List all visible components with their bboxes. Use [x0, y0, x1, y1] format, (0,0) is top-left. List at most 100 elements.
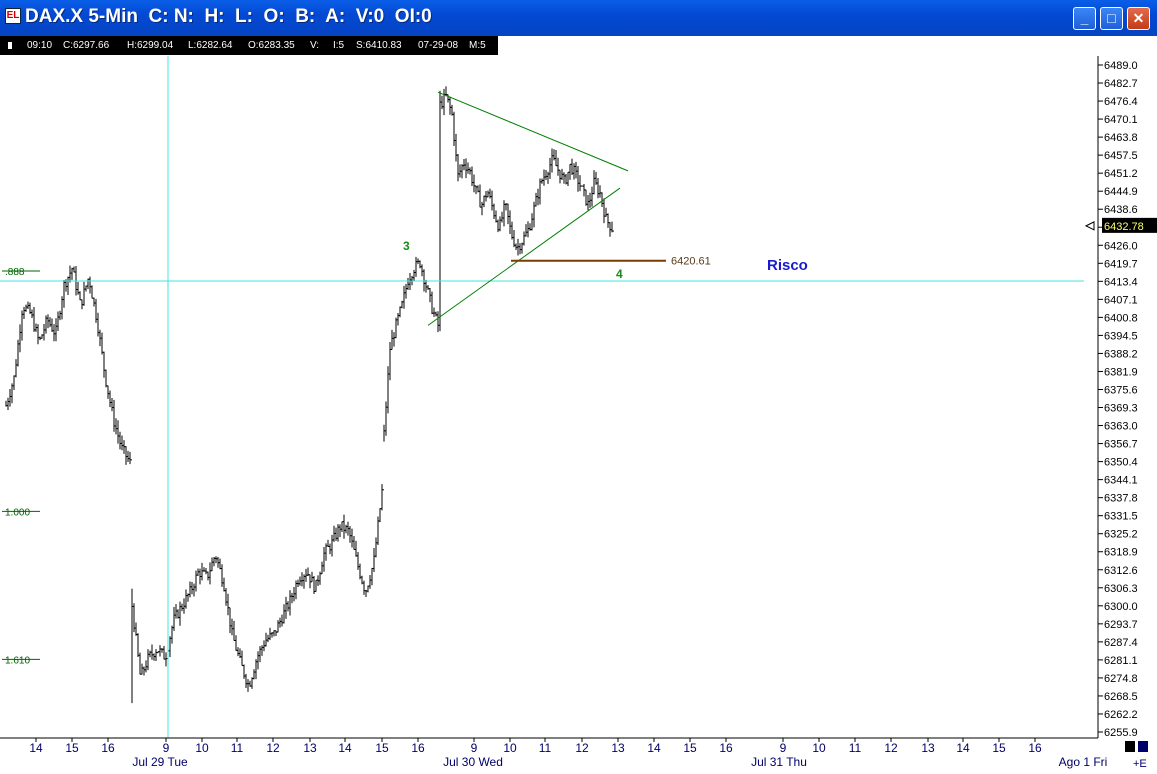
price-tick-label: 6413.4	[1104, 276, 1138, 288]
price-tick-label: 6274.8	[1104, 673, 1138, 685]
time-tick-label: 11	[849, 741, 862, 755]
time-tick-label: 9	[780, 741, 787, 755]
price-tick-label: 6312.6	[1104, 565, 1138, 577]
price-tick-label: 6325.2	[1104, 529, 1138, 541]
time-axis-edge-label: +E	[1133, 758, 1147, 770]
price-tick-label: 6394.5	[1104, 330, 1138, 342]
price-tick-label: 6350.4	[1104, 457, 1138, 469]
price-tick-label: 6268.5	[1104, 691, 1138, 703]
price-tick-label: 6400.8	[1104, 312, 1138, 324]
price-axis: 6489.0 6482.7 6476.4 6470.1 6463.8 6457.5 6451…	[1084, 56, 1157, 739]
price-tick-label: 6306.3	[1104, 583, 1138, 595]
time-tick-label: 10	[812, 741, 826, 755]
bar-marker-icon	[8, 42, 12, 49]
price-tick-label: 6419.7	[1104, 258, 1138, 270]
day-label: Jul 31 Thu	[751, 755, 807, 769]
risk-level-label: 6420.61	[671, 256, 711, 268]
time-tick-label: 15	[375, 741, 389, 755]
price-tick-label: 6293.7	[1104, 619, 1138, 631]
price-tick-label: 6337.8	[1104, 493, 1138, 505]
price-tick-label: 6438.6	[1104, 204, 1138, 216]
time-tick-label: 14	[29, 741, 43, 755]
day-label: Ago 1 Fri	[1059, 755, 1108, 769]
time-tick-label: 10	[195, 741, 209, 755]
triangle-lower-line	[427, 187, 621, 326]
fib-level-label: 1.610	[5, 655, 30, 666]
time-tick-label: 15	[65, 741, 79, 755]
time-tick-label: 16	[1028, 741, 1042, 755]
price-tick-label: 6457.5	[1104, 150, 1138, 162]
time-tick-label: 14	[338, 741, 352, 755]
time-tick-label: 9	[471, 741, 478, 755]
data-close: C:6297.66	[63, 40, 110, 51]
data-window-bar: 09:10 C:6297.66 H:6299.04 L:6282.64 O:62…	[0, 36, 498, 55]
time-tick-label: 14	[956, 741, 970, 755]
price-tick-label: 6463.8	[1104, 132, 1138, 144]
time-tick-label: 10	[503, 741, 517, 755]
time-tick-label: 14	[647, 741, 661, 755]
price-tick-label: 6407.1	[1104, 294, 1138, 306]
time-tick-label: 15	[683, 741, 697, 755]
data-low: L:6282.64	[188, 40, 233, 51]
day-label: Jul 30 Wed	[443, 755, 503, 769]
chart-overlays: 6420.61 3 4 Risco .888 1.000 1.610	[0, 56, 1084, 738]
time-tick-label: 12	[575, 741, 589, 755]
price-tick-label: 6369.3	[1104, 403, 1138, 415]
price-tick-label: 6262.2	[1104, 709, 1138, 721]
price-tick-label: 6255.9	[1104, 727, 1138, 739]
time-tick-label: 13	[921, 741, 935, 755]
price-tick-label: 6381.9	[1104, 366, 1138, 378]
price-tick-label: 6444.9	[1104, 186, 1138, 198]
price-tick-label: 6476.4	[1104, 96, 1138, 108]
data-high: H:6299.04	[127, 40, 174, 51]
data-date: 07-29-08	[418, 40, 459, 51]
risco-annotation: Risco	[767, 257, 808, 274]
time-tick-label: 13	[611, 741, 625, 755]
last-price-label: 6432.78	[1104, 221, 1144, 233]
price-tick-label: 6356.7	[1104, 439, 1138, 451]
time-tick-label: 16	[101, 741, 115, 755]
price-tick-label: 6451.2	[1104, 168, 1138, 180]
data-interval: I:5	[333, 40, 345, 51]
price-tick-label: 6287.4	[1104, 637, 1138, 649]
time-tick-label: 13	[303, 741, 317, 755]
data-open: O:6283.35	[248, 40, 295, 51]
last-price-arrow-icon	[1084, 221, 1095, 231]
price-tick-label: 6363.0	[1104, 421, 1138, 433]
price-tick-label: 6318.9	[1104, 547, 1138, 559]
price-tick-label: 6375.6	[1104, 384, 1138, 396]
scroll-marker-icon	[1125, 741, 1135, 752]
plot-background	[0, 56, 1098, 738]
time-tick-label: 15	[992, 741, 1006, 755]
data-volume: V:	[310, 40, 320, 51]
data-minutes: M:5	[469, 40, 486, 51]
price-tick-label: 6470.1	[1104, 114, 1138, 126]
wave-3-label: 3	[403, 239, 410, 253]
time-tick-label: 9	[163, 741, 170, 755]
time-axis: 14 15 16 9 10 11 12 13 14 15 16 9 10 11 12 13 14 15 16 9 10 1…	[0, 737, 1148, 770]
time-tick-label: 16	[411, 741, 425, 755]
price-tick-label: 6388.2	[1104, 348, 1138, 360]
time-tick-label: 12	[266, 741, 280, 755]
price-tick-label: 6344.1	[1104, 475, 1138, 487]
data-s-value: S:6410.83	[356, 40, 402, 51]
price-tick-label: 6482.7	[1104, 78, 1138, 90]
time-tick-label: 11	[231, 741, 244, 755]
price-bars	[5, 86, 614, 704]
price-tick-label: 6281.1	[1104, 655, 1138, 667]
close-button[interactable]: ✕	[1127, 7, 1150, 30]
data-time: 09:10	[27, 40, 53, 51]
price-tick-label: 6331.5	[1104, 511, 1138, 523]
fib-level-label: 1.000	[5, 507, 30, 518]
time-tick-label: 12	[884, 741, 898, 755]
wave-4-label: 4	[616, 267, 623, 281]
chart-app-icon: EL	[5, 8, 21, 24]
time-tick-label: 11	[539, 741, 552, 755]
maximize-button[interactable]: □	[1100, 7, 1123, 30]
fib-level-label: .888	[5, 267, 25, 278]
window-title: DAX.X 5-Min C: N: H: L: O: B: A: V:0 OI:…	[25, 6, 432, 27]
price-tick-label: 6489.0	[1104, 60, 1138, 72]
minimize-button[interactable]: _	[1073, 7, 1096, 30]
price-tick-label: 6300.0	[1104, 601, 1138, 613]
